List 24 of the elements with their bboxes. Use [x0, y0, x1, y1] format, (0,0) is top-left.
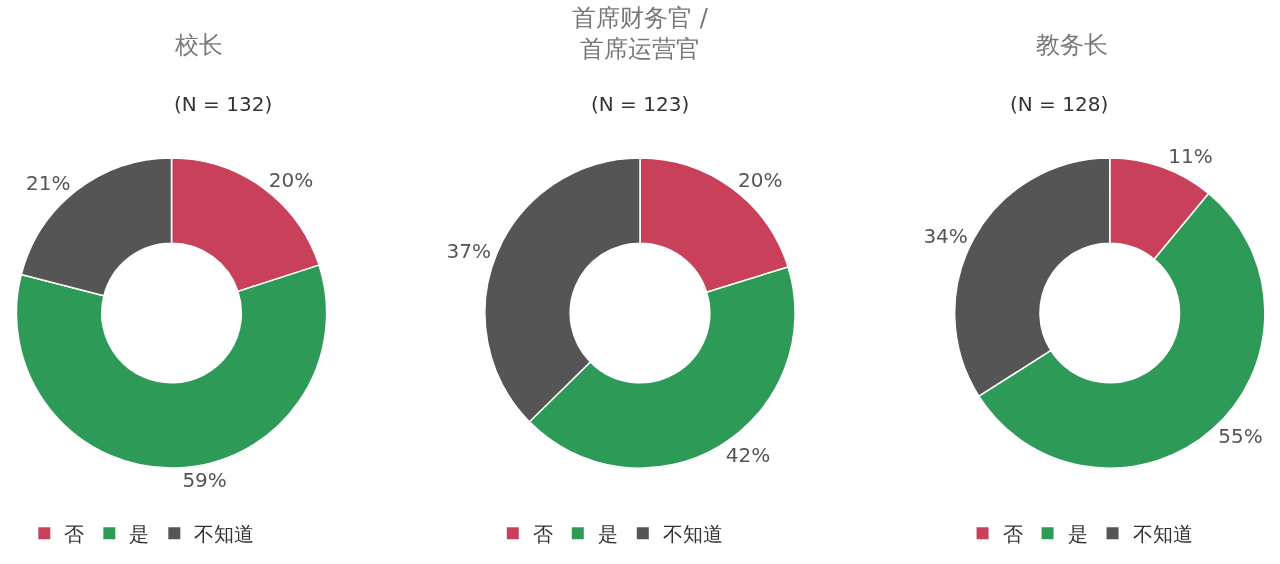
- chart-title: 校长: [174, 31, 223, 59]
- legend-label: 不知道: [1132, 522, 1193, 547]
- legend-label: 否: [532, 522, 553, 547]
- legend-label: 不知道: [662, 522, 723, 547]
- chart-title: 首席财务官 / 首席运营官: [572, 4, 709, 64]
- legend-label: 是: [597, 522, 618, 547]
- data-label: 34%: [923, 223, 968, 248]
- data-label: 42%: [725, 442, 771, 467]
- chart-subtitle: (N = 132): [174, 92, 273, 116]
- data-label: 20%: [737, 168, 783, 193]
- legend-label: 否: [64, 522, 85, 547]
- data-label: 59%: [182, 468, 227, 493]
- data-label: 37%: [446, 239, 491, 264]
- data-label: 21%: [26, 170, 71, 195]
- data-label: 55%: [1218, 424, 1263, 449]
- chart-title: 教务长: [1036, 31, 1108, 59]
- legend-label: 是: [1067, 522, 1088, 547]
- chart-subtitle: (N = 128): [1010, 92, 1109, 116]
- data-label: 20%: [268, 167, 314, 192]
- chart-subtitle: (N = 123): [591, 92, 690, 116]
- legend-label: 否: [1002, 522, 1023, 547]
- legend-label: 不知道: [194, 522, 255, 547]
- legend-label: 是: [129, 522, 150, 547]
- data-label: 11%: [1168, 144, 1213, 169]
